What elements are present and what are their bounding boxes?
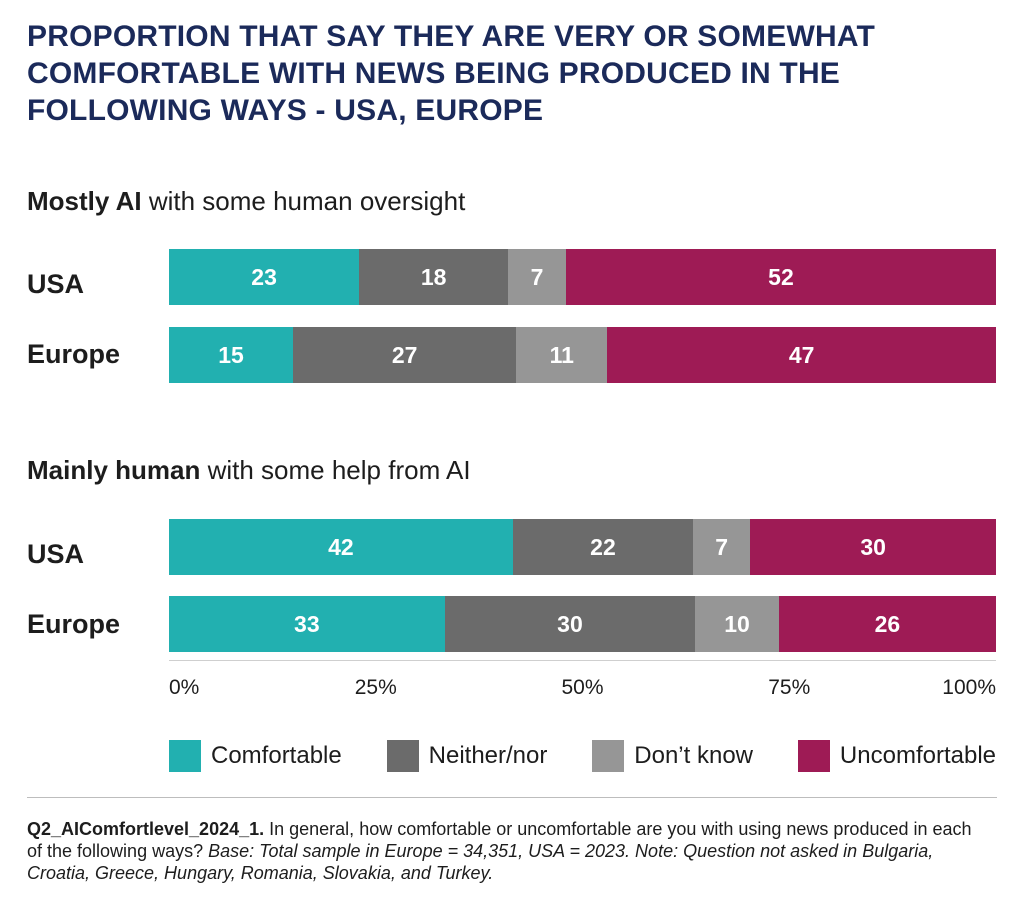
data-label: 22 bbox=[590, 533, 616, 560]
bar-segment-don-t-know: 7 bbox=[693, 519, 751, 575]
legend-item: Don’t know bbox=[592, 740, 753, 772]
row-label: USA bbox=[27, 539, 85, 569]
footnote-note: Base: Total sample in Europe = 34,351, U… bbox=[27, 841, 934, 883]
legend-item: Uncomfortable bbox=[797, 740, 996, 772]
bar-segment-don-t-know: 7 bbox=[508, 249, 566, 305]
data-label: 52 bbox=[768, 263, 794, 290]
panel-subtitle-bold: Mainly human bbox=[27, 455, 201, 485]
footnote: Q2_AIComfortlevel_2024_1. In general, ho… bbox=[27, 818, 987, 884]
x-tick-label: 75% bbox=[768, 676, 811, 699]
x-tick-label: 0% bbox=[169, 676, 200, 699]
data-label: 30 bbox=[557, 610, 583, 637]
data-label: 18 bbox=[420, 263, 447, 290]
data-label: 30 bbox=[860, 533, 886, 560]
legend-label: Comfortable bbox=[211, 742, 342, 769]
x-tick-label: 100% bbox=[942, 676, 996, 699]
bar-segment-don-t-know: 10 bbox=[695, 596, 779, 652]
bar-segment-comfortable: 15 bbox=[169, 327, 294, 383]
legend-item: Comfortable bbox=[169, 740, 342, 772]
legend-item: Neither/nor bbox=[386, 740, 548, 772]
bar-segment-neither-nor: 30 bbox=[444, 596, 696, 652]
row-label: Europe bbox=[27, 339, 121, 369]
legend-swatch bbox=[797, 740, 830, 772]
panel-subtitle: Mostly AI with some human oversight bbox=[27, 186, 465, 217]
data-label: 47 bbox=[788, 341, 815, 368]
bar-segment-uncomfortable: 26 bbox=[778, 596, 996, 652]
data-label: 7 bbox=[715, 533, 729, 560]
x-tick-label: 25% bbox=[354, 676, 397, 699]
data-label: 23 bbox=[251, 263, 277, 290]
row-label: Europe bbox=[27, 609, 121, 639]
legend-swatch bbox=[592, 740, 625, 772]
footnote-question: In general, how comfortable or uncomfort… bbox=[27, 819, 972, 861]
panel-subtitle-rest: with some human oversight bbox=[141, 186, 466, 216]
bar-segment-comfortable: 42 bbox=[169, 519, 513, 575]
bar-segment-uncomfortable: 47 bbox=[607, 327, 996, 383]
data-label: 10 bbox=[724, 610, 750, 637]
legend-swatch bbox=[386, 740, 419, 772]
data-label: 33 bbox=[294, 610, 320, 637]
bar-segment-neither-nor: 22 bbox=[512, 519, 694, 575]
panel-subtitle-bold: Mostly AI bbox=[27, 186, 142, 216]
x-axis-line bbox=[169, 660, 996, 661]
legend-swatch bbox=[169, 740, 201, 772]
x-tick-label: 50% bbox=[561, 676, 604, 699]
legend-label: Uncomfortable bbox=[839, 742, 996, 769]
data-label: 15 bbox=[218, 341, 244, 368]
bar-segment-neither-nor: 18 bbox=[359, 249, 509, 305]
data-label: 42 bbox=[328, 533, 354, 560]
bar-segment-don-t-know: 11 bbox=[516, 327, 608, 383]
stacked-bar: 42 22 7 30 bbox=[169, 519, 996, 575]
row-label: USA bbox=[27, 269, 85, 299]
legend-label: Neither/nor bbox=[428, 742, 548, 769]
stacked-bar: 23 18 7 52 bbox=[169, 249, 996, 305]
stacked-bar: 15 27 11 47 bbox=[169, 327, 996, 383]
panel-subtitle-rest: with some help from AI bbox=[200, 455, 471, 485]
data-label: 27 bbox=[391, 341, 418, 368]
bar-segment-comfortable: 23 bbox=[169, 249, 360, 305]
divider bbox=[27, 797, 997, 798]
footnote-question-id: Q2_AIComfortlevel_2024_1. bbox=[27, 819, 265, 839]
bar-segment-uncomfortable: 52 bbox=[565, 249, 996, 305]
bar-segment-uncomfortable: 30 bbox=[750, 519, 996, 575]
data-label: 7 bbox=[530, 263, 544, 290]
data-label: 11 bbox=[549, 341, 574, 368]
chart-title: PROPORTION THAT SAY THEY ARE VERY OR SOM… bbox=[27, 20, 875, 127]
legend: Comfortable Neither/nor Don’t know Uncomfor… bbox=[169, 740, 996, 772]
stacked-bar: 33 30 10 26 bbox=[169, 596, 996, 652]
bar-segment-neither-nor: 27 bbox=[293, 327, 517, 383]
data-label: 26 bbox=[874, 610, 901, 637]
legend-label: Don’t know bbox=[634, 742, 754, 769]
bar-segment-comfortable: 33 bbox=[169, 596, 445, 652]
panel-subtitle: Mainly human with some help from AI bbox=[27, 455, 471, 486]
